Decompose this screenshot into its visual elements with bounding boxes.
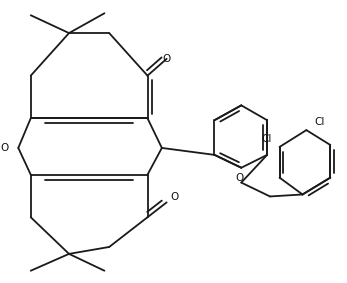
Text: O: O: [170, 192, 178, 202]
Text: Cl: Cl: [262, 134, 272, 144]
Text: O: O: [0, 143, 9, 153]
Text: Cl: Cl: [314, 117, 324, 127]
Text: O: O: [162, 54, 171, 64]
Text: O: O: [235, 173, 244, 183]
